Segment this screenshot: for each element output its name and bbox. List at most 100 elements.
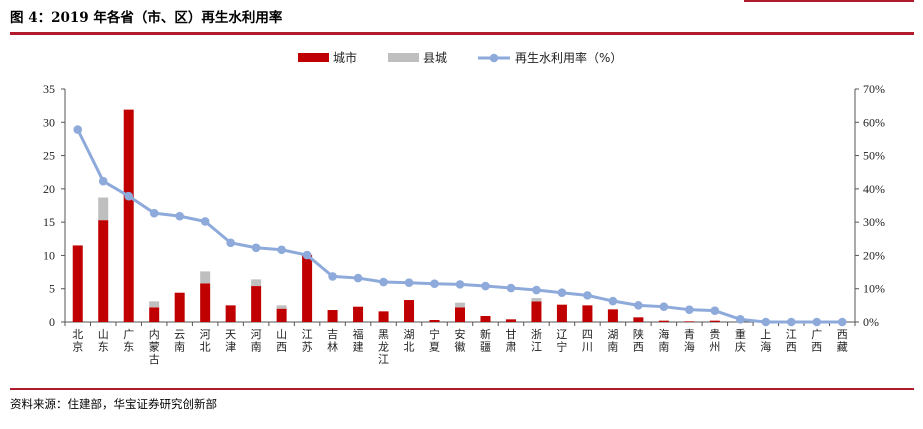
rate-point-24 <box>685 305 694 314</box>
x-category-label: 浙江 <box>531 328 542 354</box>
x-category-label: 云南 <box>174 328 185 354</box>
bar-city-21 <box>607 309 618 322</box>
rate-point-6 <box>226 238 235 248</box>
rate-point-11 <box>353 273 363 283</box>
rate-point-28 <box>786 317 796 327</box>
y2-tick-label: 0% <box>863 315 879 329</box>
x-category-label: 西藏 <box>837 328 848 354</box>
bar-city-14 <box>429 320 440 322</box>
rate-point-18 <box>532 285 541 295</box>
bar-city-20 <box>582 305 593 322</box>
x-category-label: 青海 <box>684 328 695 354</box>
bar-county-5 <box>200 271 211 284</box>
y-tick-label: 15 <box>43 215 55 229</box>
rate-point-19 <box>557 288 567 298</box>
bar-city-11 <box>353 306 364 322</box>
x-category-label: 海南 <box>658 327 669 354</box>
bar-city-15 <box>455 307 465 322</box>
x-category-label: 湖北 <box>404 328 415 354</box>
legend-county-label: 县城 <box>423 51 447 65</box>
y-tick-label: 20 <box>43 182 55 196</box>
rate-point-22 <box>634 301 643 310</box>
x-category-label: 贵州 <box>709 328 720 354</box>
rate-point-20 <box>583 291 592 300</box>
x-category-label: 内蒙古 <box>149 327 160 366</box>
bar-city-10 <box>327 310 338 322</box>
bar-city-7 <box>251 286 262 322</box>
x-category-label: 北京 <box>72 328 83 354</box>
y2-tick-label: 10% <box>863 282 885 296</box>
x-category-label: 广东 <box>123 328 134 354</box>
rate-point-14 <box>430 279 439 289</box>
x-category-label: 福建 <box>353 327 364 354</box>
bar-city-25 <box>709 320 720 322</box>
rate-point-5 <box>200 217 210 226</box>
y-tick-label: 0 <box>49 315 55 329</box>
bar-city-5 <box>200 283 211 322</box>
x-category-label: 河北 <box>200 328 211 354</box>
x-category-label: 江苏 <box>302 328 313 354</box>
figure-title: 图 4：2019 年各省（市、区）再生水利用率 <box>10 10 283 26</box>
x-category-label: 黑龙江 <box>378 328 389 366</box>
bar-city-1 <box>98 220 109 322</box>
y-tick-label: 35 <box>43 82 55 96</box>
y2-tick-label: 20% <box>863 248 885 262</box>
rate-line <box>76 128 843 324</box>
y-tick-label: 25 <box>43 149 55 163</box>
x-category-label: 安徽 <box>455 327 466 354</box>
rate-point-3 <box>149 208 159 218</box>
rate-point-29 <box>812 317 822 327</box>
rate-point-13 <box>404 278 414 288</box>
x-category-label: 广西 <box>811 328 822 354</box>
rate-point-17 <box>506 283 516 293</box>
rate-point-21 <box>608 296 618 306</box>
bar-city-0 <box>72 245 83 322</box>
bar-city-3 <box>149 307 160 322</box>
y2-tick-label: 50% <box>863 149 885 163</box>
top-accent-mark <box>744 0 914 2</box>
x-category-label: 陕西 <box>633 327 644 354</box>
bar-county-1 <box>98 197 109 221</box>
rate-point-7 <box>251 243 261 253</box>
source-note: 资料来源：住建部，华宝证券研究创新部 <box>10 397 217 411</box>
bar-county-18 <box>531 298 542 302</box>
x-category-label: 吉林 <box>327 328 338 354</box>
legend-line-label: 再生水利用率（%） <box>515 50 622 65</box>
rate-point-23 <box>659 302 669 311</box>
x-category-label: 江西 <box>786 328 797 354</box>
x-category-label: 山东 <box>98 328 109 354</box>
bar-county-8 <box>276 305 287 309</box>
rate-point-0 <box>73 125 83 134</box>
x-category-label: 四川 <box>582 328 593 354</box>
bar-city-22 <box>633 317 644 322</box>
x-category-label: 天津 <box>225 328 236 354</box>
x-category-label: 上海 <box>760 328 771 354</box>
x-category-label: 重庆 <box>735 327 746 354</box>
rate-point-4 <box>175 211 184 221</box>
title-rule <box>10 32 914 35</box>
rate-point-15 <box>455 280 465 289</box>
bar-city-24 <box>684 321 695 322</box>
bar-city-8 <box>276 308 287 322</box>
bar-city-4 <box>174 292 185 322</box>
rate-point-9 <box>302 250 312 260</box>
rate-point-26 <box>736 315 745 324</box>
bar-city-6 <box>225 305 236 322</box>
rate-point-8 <box>277 245 286 255</box>
x-category-label: 山西 <box>276 328 287 354</box>
bar-city-9 <box>302 254 313 322</box>
legend-city-label: 城市 <box>333 50 357 65</box>
bar-city-18 <box>531 301 542 322</box>
legend-county-swatch <box>388 53 419 62</box>
x-category-label: 河南 <box>251 328 262 354</box>
x-category-label: 宁夏 <box>429 327 440 354</box>
bar-city-16 <box>480 316 491 322</box>
rate-point-2 <box>124 191 134 201</box>
bar-city-23 <box>658 320 669 322</box>
rate-point-1 <box>98 176 108 186</box>
bar-city-2 <box>123 109 134 322</box>
bar-city-12 <box>378 311 389 322</box>
rate-point-16 <box>481 281 490 291</box>
bar-city-13 <box>404 300 415 322</box>
